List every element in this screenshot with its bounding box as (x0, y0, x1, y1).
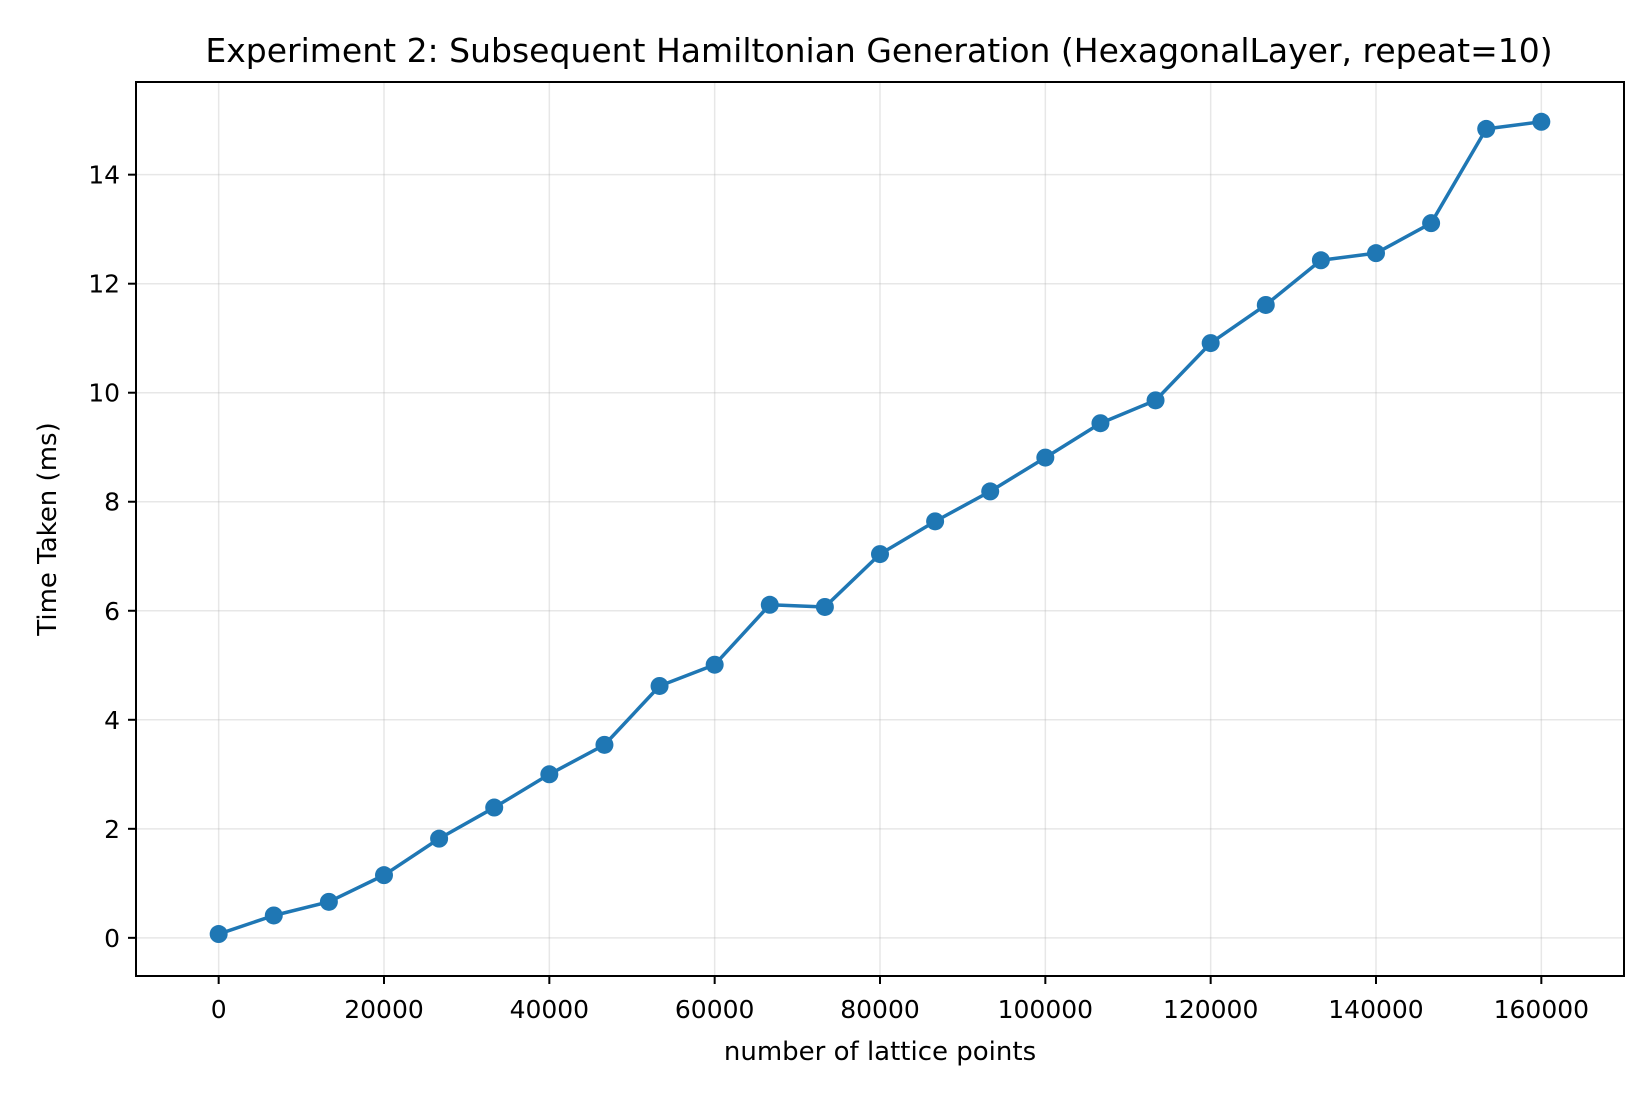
data-point (1036, 448, 1055, 467)
x-tick-label: 160000 (1494, 995, 1589, 1024)
x-tick-label: 0 (211, 995, 227, 1024)
x-axis-label: number of lattice points (724, 1037, 1036, 1067)
x-tick-label: 120000 (1163, 995, 1258, 1024)
data-point (650, 676, 669, 695)
data-point (705, 655, 724, 674)
x-tick-label: 80000 (840, 995, 920, 1024)
y-tick-label: 14 (88, 161, 120, 190)
data-point (815, 597, 834, 616)
data-point (1201, 334, 1220, 353)
x-tick-label: 100000 (998, 995, 1093, 1024)
data-point (1311, 251, 1330, 270)
data-point (981, 482, 1000, 501)
data-point (485, 798, 504, 817)
y-axis: 0 2 4 6 8 10 12 14 (88, 161, 136, 953)
data-point (430, 829, 449, 848)
data-point (375, 866, 393, 885)
y-tick-label: 6 (104, 597, 120, 626)
y-tick-label: 12 (88, 270, 120, 299)
x-axis: 0 20000 40000 60000 80000 100000 120000 140000 1… (211, 976, 1589, 1024)
x-tick-label: 20000 (344, 995, 424, 1024)
y-tick-label: 0 (104, 924, 120, 953)
data-point (540, 765, 559, 784)
grid (136, 82, 1624, 976)
data-point (1422, 214, 1441, 233)
data-point (926, 512, 945, 531)
x-tick-label: 40000 (510, 995, 590, 1024)
y-tick-label: 2 (104, 815, 120, 844)
data-point (1256, 295, 1275, 314)
y-tick-label: 4 (104, 706, 120, 735)
y-tick-label: 8 (104, 488, 120, 517)
data-point (1477, 119, 1496, 138)
data-point (760, 595, 779, 614)
y-axis-label: Time Taken (ms) (33, 422, 63, 636)
data-point (1146, 391, 1165, 410)
x-tick-label: 60000 (675, 995, 755, 1024)
data-point (264, 906, 283, 925)
data-point (595, 735, 614, 754)
y-tick-label: 10 (88, 379, 120, 408)
data-point (209, 925, 228, 944)
chart-title: Experiment 2: Subsequent Hamiltonian Gen… (205, 31, 1552, 70)
data-point (1532, 112, 1551, 131)
data-point (1367, 244, 1385, 263)
data-point (319, 892, 338, 911)
data-point (1091, 414, 1110, 433)
series-layer (209, 112, 1551, 944)
data-point (871, 545, 889, 564)
x-tick-label: 140000 (1328, 995, 1423, 1024)
